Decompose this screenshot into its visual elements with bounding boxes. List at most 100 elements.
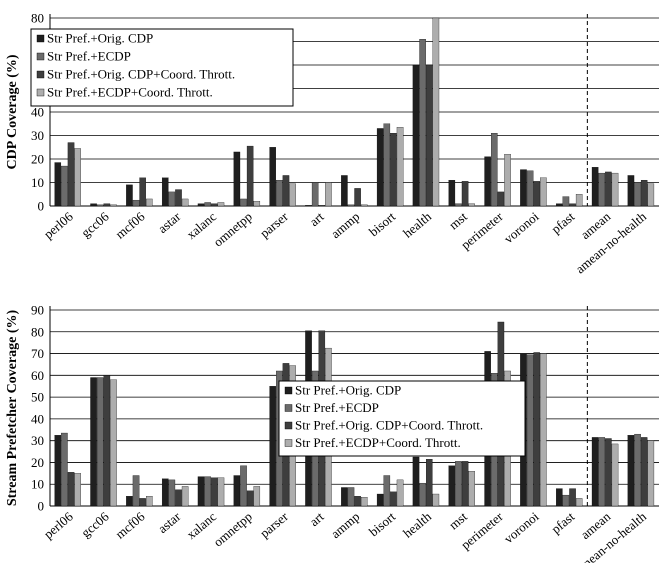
bar-mcf06-series-4 [146, 496, 153, 507]
bar-perl06-series-1 [54, 435, 62, 507]
bar-health-series-1 [412, 456, 420, 507]
bar-amean-series-2 [598, 172, 606, 207]
bar-mst-series-1 [448, 179, 456, 207]
legend-entry: Str Pref.+ECDP [295, 400, 379, 415]
bar-gcc06-series-1 [90, 377, 97, 507]
y-tick-label: 80 [31, 11, 44, 26]
bar-voronoi-series-3 [533, 181, 540, 207]
bar-art-series-4 [325, 182, 332, 207]
bar-amean-series-3 [605, 438, 612, 507]
bar-pfast-series-4 [575, 498, 583, 507]
legend-box [278, 380, 526, 457]
bar-gcc06-series-2 [96, 377, 104, 507]
bar-amean-no-health-series-4 [647, 183, 655, 207]
bar-omnetpp-series-4 [253, 486, 261, 507]
x-tick-label: parser [257, 508, 291, 540]
legend-swatch [36, 70, 45, 79]
bar-xalanc-series-1 [197, 476, 205, 507]
bar-voronoi-series-3 [533, 352, 540, 507]
bar-amean-no-health-series-2 [634, 433, 641, 507]
bar-mcf06-series-4 [146, 198, 153, 207]
bar-astar-series-4 [181, 486, 189, 507]
legend-entry: Str Pref.+Orig. CDP [295, 383, 401, 398]
bar-ammp-series-2 [347, 487, 355, 507]
bar-amean-series-4 [611, 172, 619, 207]
bar-parser-series-1 [269, 147, 276, 207]
legend-swatch [284, 421, 293, 430]
y-tick-label: 30 [31, 128, 44, 143]
bar-pfast-series-3 [569, 488, 576, 507]
bar-amean-no-health-series-1 [627, 175, 635, 207]
bar-mcf06-series-1 [126, 496, 133, 507]
x-tick-label: ammp [328, 209, 363, 241]
bar-omnetpp-series-1 [233, 475, 241, 507]
bar-mst-series-3 [461, 181, 469, 207]
bar-omnetpp-series-2 [240, 465, 247, 507]
x-tick-label: mcf06 [112, 508, 147, 541]
y-tick-label: 70 [31, 346, 44, 361]
bar-ammp-series-3 [354, 188, 361, 207]
bar-gcc06-series-4 [110, 379, 117, 507]
bar-amean-series-1 [591, 437, 599, 507]
x-tick-label: astar [155, 508, 184, 536]
bar-perl06-series-2 [61, 432, 68, 507]
bar-mcf06-series-2 [132, 199, 140, 207]
bar-pfast-series-1 [556, 488, 563, 507]
bar-ammp-series-3 [354, 496, 361, 507]
bar-parser-series-1 [269, 386, 276, 507]
bar-mst-series-3 [461, 461, 469, 507]
bar-perl06-series-3 [67, 142, 75, 207]
bar-gcc06-series-2 [96, 204, 104, 207]
bar-xalanc-series-2 [204, 202, 211, 207]
bar-xalanc-series-3 [211, 203, 218, 207]
bar-health-series-1 [412, 64, 420, 207]
y-tick-label: 0 [38, 199, 45, 214]
bar-ammp-series-2 [347, 204, 355, 207]
bar-voronoi-series-4 [540, 177, 547, 207]
bar-pfast-series-2 [562, 196, 570, 207]
bar-parser-series-3 [282, 175, 290, 207]
bar-voronoi-series-2 [526, 170, 534, 207]
bar-voronoi-series-2 [526, 354, 534, 507]
bar-xalanc-series-3 [211, 477, 218, 507]
x-tick-label: omnetpp [210, 509, 254, 550]
y-tick-label: 40 [31, 411, 44, 426]
legend-entry: Str Pref.+ECDP+Coord. Thrott. [47, 85, 213, 100]
x-tick-label: perl06 [41, 508, 76, 541]
y-tick-label: 60 [31, 368, 44, 383]
bar-amean-no-health-series-3 [640, 179, 648, 207]
bar-perimeter-series-4 [504, 154, 511, 207]
bar-omnetpp-series-3 [246, 490, 254, 507]
bar-health-series-4 [432, 493, 440, 507]
bar-pfast-series-2 [562, 494, 570, 507]
bar-omnetpp-series-3 [246, 145, 254, 207]
bar-xalanc-series-4 [217, 202, 225, 207]
x-tick-label: bisort [366, 209, 399, 240]
bar-gcc06-series-3 [103, 375, 111, 507]
legend-entry: Str Pref.+ECDP+Coord. Thrott. [295, 435, 461, 450]
y-tick-label: 10 [31, 477, 44, 492]
x-tick-label: bisort [366, 509, 399, 540]
bar-amean-no-health-series-1 [627, 435, 635, 507]
bar-mst-series-4 [468, 471, 475, 507]
y-tick-label: 90 [31, 303, 44, 318]
legend-swatch [36, 52, 45, 61]
bar-bisort-series-1 [376, 493, 384, 507]
x-tick-label: art [306, 209, 326, 230]
bar-mst-series-1 [448, 465, 456, 507]
bar-amean-no-health-series-2 [634, 182, 641, 207]
x-tick-label: ammp [328, 509, 363, 541]
bar-gcc06-series-4 [110, 204, 117, 207]
bar-mcf06-series-3 [139, 498, 146, 507]
bar-bisort-series-1 [376, 128, 384, 207]
bar-perimeter-series-3 [497, 191, 505, 207]
chart-2: 0 10 20 30 40 50 60 70 80 90 Stream Prefetcher Cov… [5, 303, 659, 563]
x-tick-label: gcc06 [78, 208, 112, 240]
x-tick-label: mst [446, 209, 470, 233]
bar-astar-series-4 [181, 198, 189, 207]
x-tick-label: omnetpp [210, 209, 254, 250]
x-tick-label: mcf06 [112, 208, 147, 241]
bar-astar-series-3 [175, 189, 182, 207]
bar-amean-no-health-series-3 [640, 437, 648, 507]
